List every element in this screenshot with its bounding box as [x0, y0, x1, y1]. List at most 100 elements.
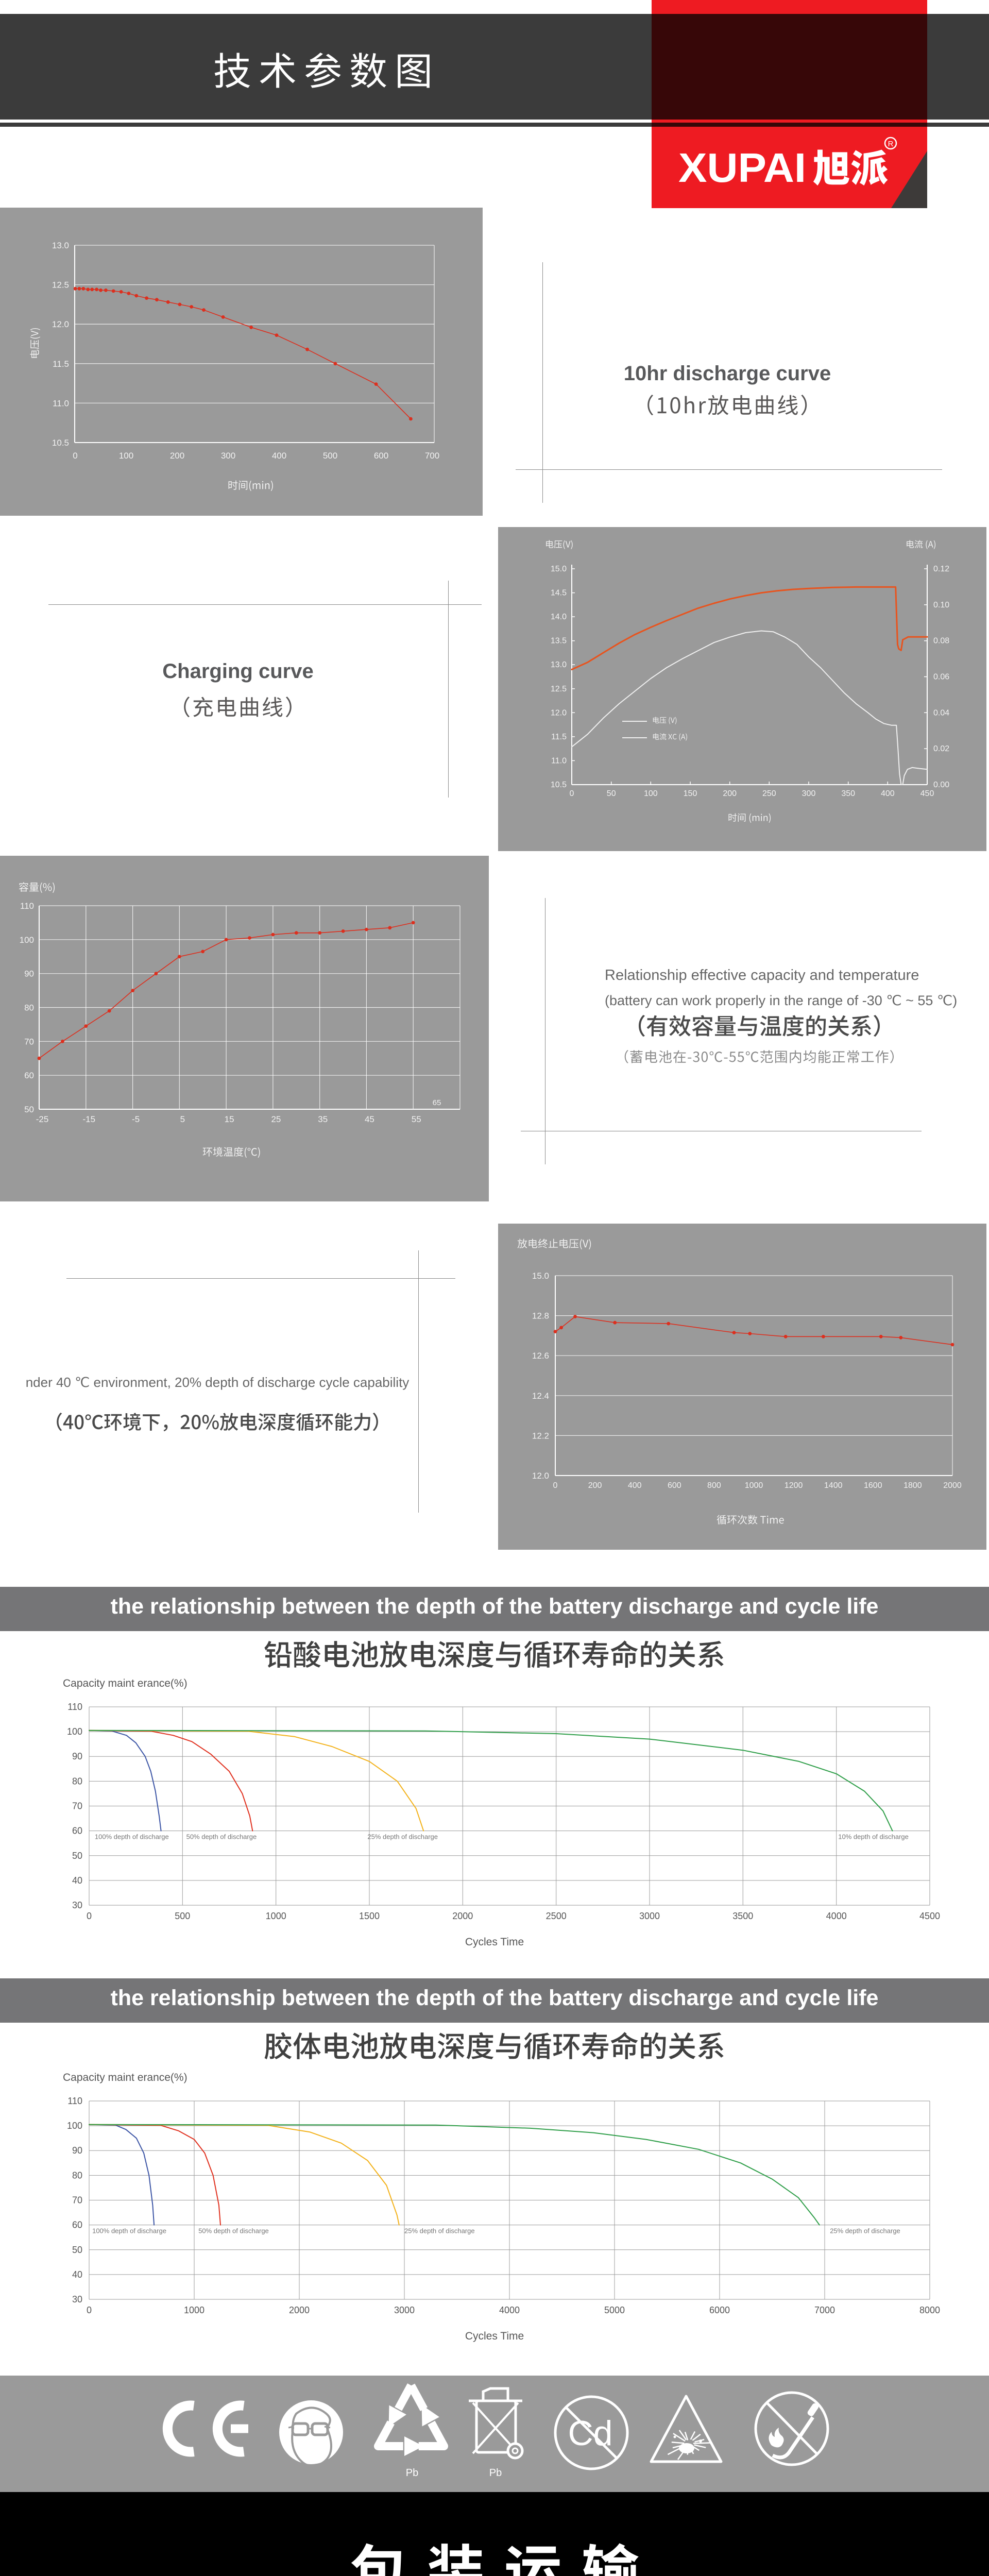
svg-text:300: 300 — [802, 789, 816, 798]
svg-text:7000: 7000 — [814, 2305, 835, 2315]
svg-text:5: 5 — [180, 1114, 185, 1124]
svg-text:100: 100 — [644, 789, 658, 798]
svg-text:30: 30 — [72, 2294, 82, 2304]
svg-text:800: 800 — [707, 1481, 721, 1490]
svg-text:70: 70 — [24, 1037, 34, 1046]
svg-text:300: 300 — [221, 451, 235, 461]
svg-text:150: 150 — [684, 789, 697, 798]
svg-text:1600: 1600 — [864, 1481, 882, 1490]
svg-text:55: 55 — [412, 1114, 421, 1124]
svg-text:200: 200 — [588, 1481, 602, 1490]
svg-text:3000: 3000 — [639, 1911, 660, 1921]
svg-text:400: 400 — [881, 789, 895, 798]
svg-text:0.04: 0.04 — [933, 708, 949, 717]
svg-text:13.5: 13.5 — [551, 637, 567, 646]
svg-text:R: R — [888, 140, 894, 148]
svg-text:60: 60 — [72, 2220, 82, 2230]
svg-text:25% depth of discharge: 25% depth of discharge — [404, 2227, 475, 2235]
svg-text:400: 400 — [272, 451, 286, 461]
svg-text:40: 40 — [72, 1875, 82, 1886]
svg-text:0.06: 0.06 — [933, 673, 949, 682]
svg-text:15.0: 15.0 — [532, 1271, 549, 1281]
svg-text:2000: 2000 — [289, 2305, 310, 2315]
svg-text:0.12: 0.12 — [933, 565, 949, 573]
svg-text:100: 100 — [20, 935, 34, 945]
svg-text:1400: 1400 — [824, 1481, 843, 1490]
svg-text:12.5: 12.5 — [52, 280, 69, 290]
svg-text:50: 50 — [24, 1105, 34, 1114]
svg-text:110: 110 — [67, 2096, 82, 2106]
svg-text:-25: -25 — [36, 1114, 49, 1124]
svg-text:110: 110 — [20, 901, 34, 911]
svg-text:70: 70 — [72, 1801, 82, 1811]
svg-text:12.2: 12.2 — [532, 1431, 549, 1440]
svg-text:12.8: 12.8 — [532, 1311, 549, 1321]
svg-text:10.5: 10.5 — [551, 781, 567, 789]
svg-text:0.02: 0.02 — [933, 744, 949, 753]
svg-text:50% depth of discharge: 50% depth of discharge — [198, 2227, 269, 2235]
svg-text:0: 0 — [73, 451, 77, 461]
svg-text:70: 70 — [72, 2195, 82, 2206]
svg-text:65: 65 — [433, 1098, 441, 1107]
svg-text:80: 80 — [24, 1003, 34, 1013]
svg-text:2500: 2500 — [546, 1911, 567, 1921]
svg-text:15: 15 — [225, 1114, 234, 1124]
svg-text:80: 80 — [72, 2170, 82, 2180]
svg-text:0.00: 0.00 — [933, 781, 949, 789]
svg-text:40: 40 — [72, 2269, 82, 2280]
svg-text:45: 45 — [365, 1114, 374, 1124]
svg-text:8000: 8000 — [919, 2305, 940, 2315]
svg-text:2000: 2000 — [452, 1911, 473, 1921]
svg-text:1500: 1500 — [359, 1911, 380, 1921]
svg-text:0.10: 0.10 — [933, 601, 949, 609]
svg-text:14.5: 14.5 — [551, 589, 567, 598]
svg-text:100% depth of discharge: 100% depth of discharge — [92, 2227, 166, 2235]
svg-text:90: 90 — [24, 969, 34, 979]
svg-text:0: 0 — [87, 2305, 92, 2315]
svg-text:80: 80 — [72, 1776, 82, 1786]
svg-text:35: 35 — [318, 1114, 328, 1124]
svg-text:200: 200 — [723, 789, 737, 798]
svg-text:1200: 1200 — [785, 1481, 803, 1490]
svg-text:100: 100 — [119, 451, 133, 461]
svg-text:15.0: 15.0 — [551, 565, 567, 573]
svg-text:13.0: 13.0 — [52, 241, 69, 250]
svg-text:0.08: 0.08 — [933, 637, 949, 646]
svg-text:0: 0 — [570, 789, 574, 798]
svg-text:30: 30 — [72, 1900, 82, 1910]
svg-text:60: 60 — [72, 1826, 82, 1836]
svg-text:100: 100 — [67, 1726, 82, 1737]
svg-text:500: 500 — [323, 451, 337, 461]
svg-text:25% depth of discharge: 25% depth of discharge — [367, 1833, 438, 1841]
svg-text:700: 700 — [425, 451, 439, 461]
svg-text:90: 90 — [72, 1751, 82, 1761]
svg-text:25% depth of discharge: 25% depth of discharge — [830, 2227, 900, 2235]
svg-text:90: 90 — [72, 2145, 82, 2156]
svg-text:1800: 1800 — [903, 1481, 922, 1490]
svg-text:2000: 2000 — [943, 1481, 962, 1490]
svg-text:11.0: 11.0 — [53, 398, 69, 408]
svg-text:60: 60 — [24, 1071, 34, 1080]
svg-text:13.0: 13.0 — [551, 660, 567, 669]
svg-text:0: 0 — [87, 1911, 92, 1921]
svg-text:50: 50 — [72, 1851, 82, 1861]
svg-text:11.5: 11.5 — [551, 733, 567, 741]
svg-text:3500: 3500 — [732, 1911, 753, 1921]
svg-text:10.5: 10.5 — [52, 438, 69, 448]
svg-text:200: 200 — [170, 451, 184, 461]
svg-text:50% depth of discharge: 50% depth of discharge — [186, 1833, 257, 1841]
svg-text:5000: 5000 — [604, 2305, 625, 2315]
svg-text:50: 50 — [607, 789, 616, 798]
svg-text:1000: 1000 — [745, 1481, 763, 1490]
svg-text:14.0: 14.0 — [551, 613, 567, 621]
svg-text:12.4: 12.4 — [532, 1391, 549, 1401]
svg-text:600: 600 — [668, 1481, 681, 1490]
svg-text:1000: 1000 — [266, 1911, 286, 1921]
svg-text:12.0: 12.0 — [551, 708, 567, 717]
svg-text:6000: 6000 — [709, 2305, 730, 2315]
svg-text:400: 400 — [628, 1481, 642, 1490]
svg-text:11.5: 11.5 — [53, 359, 69, 369]
svg-text:50: 50 — [72, 2245, 82, 2255]
svg-text:3000: 3000 — [394, 2305, 415, 2315]
svg-text:250: 250 — [762, 789, 776, 798]
